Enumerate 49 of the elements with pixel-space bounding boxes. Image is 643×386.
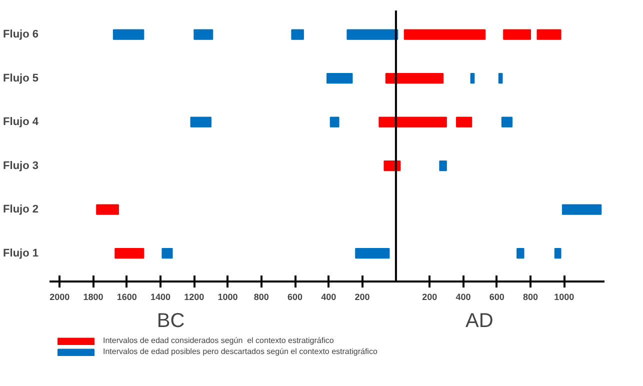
bar — [378, 116, 447, 128]
x-tick-label: 1200 — [184, 292, 204, 302]
legend-label: Intervalos de edad posibles pero descartados según el contexto estratigráfico — [103, 347, 378, 356]
x-tick-label: 400 — [456, 292, 471, 302]
bar — [385, 73, 444, 84]
y-tick-label: Flujo 3 — [3, 160, 39, 172]
bar — [96, 204, 119, 215]
bar — [112, 29, 144, 40]
x-tick-label: 1600 — [116, 292, 137, 302]
bar — [501, 116, 512, 128]
bar — [162, 248, 173, 259]
y-tick-label: Flujo 5 — [3, 72, 39, 84]
x-tick-label: 200 — [354, 292, 370, 302]
x-tick-label: 400 — [321, 292, 336, 302]
bar — [439, 160, 447, 172]
x-tick-label: 2000 — [50, 292, 70, 302]
x-tick-label: 1800 — [83, 292, 104, 302]
bar — [355, 248, 390, 259]
text: AD — [465, 310, 494, 332]
x-tick-label: 200 — [422, 292, 438, 302]
x-tick-label: 1400 — [150, 292, 171, 302]
bar — [190, 116, 212, 128]
bar — [330, 116, 340, 128]
bar — [503, 29, 531, 40]
bar — [554, 248, 562, 259]
bar — [114, 248, 144, 259]
y-tick-label: Flujo 1 — [3, 247, 39, 260]
bar — [498, 73, 503, 84]
bar — [404, 29, 486, 40]
bar — [291, 29, 304, 40]
x-tick-label: 600 — [489, 292, 504, 302]
bar — [456, 116, 472, 128]
y-tick-label: Flujo 2 — [3, 204, 39, 216]
bar — [194, 29, 214, 40]
x-tick-label: 1000 — [218, 292, 238, 302]
legend-label: Intervalos de edad considerados según el contexto estratigráfico — [103, 336, 334, 345]
bar — [470, 73, 475, 84]
x-tick-label: 1000 — [554, 292, 574, 302]
y-tick-label: Flujo 4 — [3, 116, 40, 128]
x-tick-label: 600 — [288, 292, 303, 302]
x-tick-label: 800 — [254, 292, 269, 302]
bar — [562, 204, 602, 215]
bar — [536, 29, 562, 40]
bar — [326, 73, 353, 84]
y-tick-label: Flujo 6 — [3, 28, 39, 41]
x-tick-label: 800 — [522, 292, 538, 302]
text: BC — [156, 310, 185, 332]
bar — [516, 248, 524, 259]
bar — [346, 29, 398, 40]
